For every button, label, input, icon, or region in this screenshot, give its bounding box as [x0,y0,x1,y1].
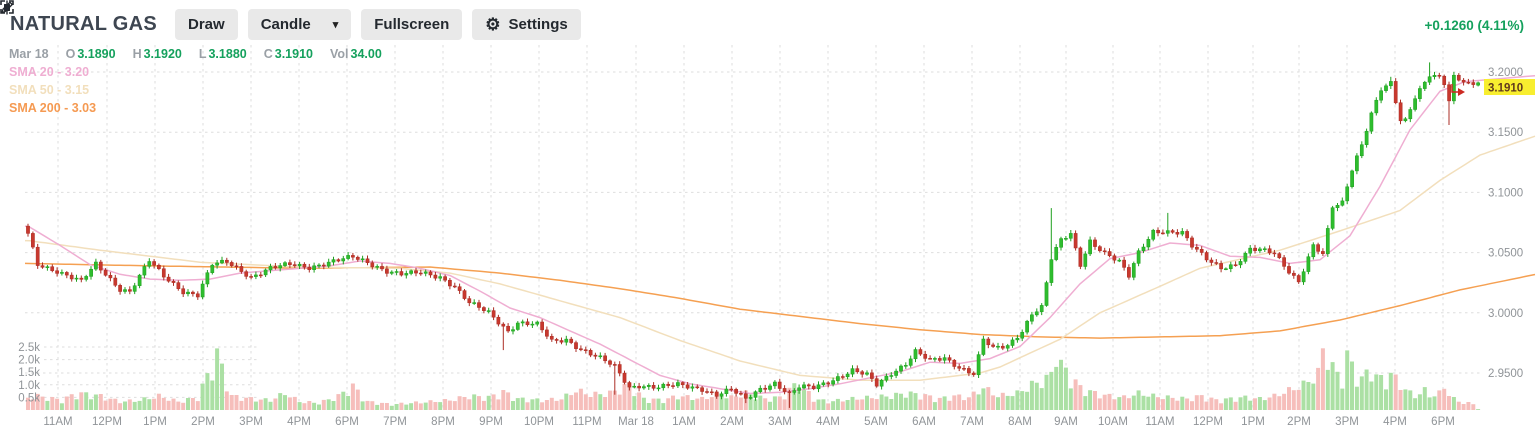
svg-text:12PM: 12PM [92,416,122,428]
svg-text:11AM: 11AM [1145,416,1174,428]
svg-text:4PM: 4PM [1383,416,1407,428]
svg-text:1PM: 1PM [143,416,167,428]
ohlc-readout: Mar 18 O 3.1890 H 3.1920 L 3.1880 C 3.1910 V… [9,47,382,61]
time-axis-labels: 11AM 12PM 1PM 2PM 3PM 4PM 6PM 7PM 8PM 9PM 10PM 11PM… [43,416,1454,428]
chart-legend: Mar 18 O 3.1890 H 3.1920 L 3.1880 C 3.1910 V… [9,47,382,115]
draw-button-label: Draw [188,15,225,33]
sma200-legend: SMA 200 - 3.03 [9,100,97,115]
volume-readout: Vol 34.00 [329,47,382,61]
svg-text:10AM: 10AM [1098,416,1128,428]
svg-text:7AM: 7AM [960,416,984,428]
svg-text:7PM: 7PM [383,416,407,428]
chevron-down-icon[interactable]: ▾ [332,18,339,31]
candle-type-button[interactable]: Candle ▾ [4,0,352,40]
svg-text:2PM: 2PM [1287,416,1311,428]
svg-text:8PM: 8PM [431,416,455,428]
gear-icon: ⚙ [485,14,501,34]
svg-text:10PM: 10PM [524,416,554,428]
settings-button-label: Settings [508,15,568,33]
svg-text:12PM: 12PM [1193,416,1223,428]
last-price-tag: 3.1910 [1484,79,1535,95]
svg-text:6AM: 6AM [912,416,936,428]
fullscreen-button-label: Fullscreen [374,15,450,33]
svg-text:4PM: 4PM [287,416,311,428]
svg-text:2.5k: 2.5k [18,342,40,354]
svg-text:3.0500: 3.0500 [1488,248,1523,260]
pencil-icon [0,1,14,14]
svg-text:1.5k: 1.5k [18,367,40,379]
sma20-legend: SMA 20 - 3.20 [9,64,90,79]
close-readout: C 3.1910 [263,47,313,61]
svg-text:2.9500: 2.9500 [1488,368,1523,380]
svg-text:3.1500: 3.1500 [1488,127,1523,139]
svg-text:6PM: 6PM [1431,416,1455,428]
svg-text:3.0000: 3.0000 [1488,308,1523,320]
svg-text:1PM: 1PM [1241,416,1265,428]
fullscreen-icon [0,0,14,14]
fullscreen-button[interactable]: Fullscreen [0,0,463,40]
svg-text:11PM: 11PM [572,416,601,428]
svg-text:Mar 18: Mar 18 [618,416,654,428]
sma50-line [24,135,1536,381]
svg-text:3AM: 3AM [768,416,792,428]
candle-icon [4,0,10,15]
open-readout: O 3.1890 [65,47,116,61]
svg-text:5AM: 5AM [864,416,888,428]
svg-text:3.1000: 3.1000 [1488,187,1523,199]
candles [26,62,1480,408]
toolbar: NATURAL GAS Draw Candle ▾ Fullscreen ⚙ S… [0,0,1536,44]
sma50-legend: SMA 50 - 3.15 [9,82,90,97]
svg-text:3.2000: 3.2000 [1488,67,1523,79]
volume-bars [26,348,1481,410]
svg-text:6PM: 6PM [335,416,359,428]
svg-text:2AM: 2AM [720,416,744,428]
vertical-gridlines [57,45,1444,410]
price-change: +0.1260 (4.11%) [1424,17,1524,33]
svg-text:0.5k: 0.5k [18,392,40,404]
svg-text:9AM: 9AM [1054,416,1078,428]
svg-text:3PM: 3PM [239,416,263,428]
price-marker-arrow [1451,84,1465,96]
price-gridlines [25,71,1483,374]
volume-axis-labels: 2.5k2.0k1.5k1.0k0.5k [18,342,40,404]
svg-text:3.1910: 3.1910 [1488,83,1523,95]
svg-text:11AM: 11AM [43,416,72,428]
draw-button[interactable]: Draw [0,1,238,40]
svg-text:9PM: 9PM [479,416,503,428]
price-axis-labels: 3.2000 3.1500 3.1000 3.0500 3.0000 2.9500 [1488,67,1523,380]
candle-type-label: Candle [260,15,311,33]
high-readout: H 3.1920 [132,47,182,61]
low-readout: L 3.1880 [198,47,247,61]
volume-gridlines [44,346,258,398]
svg-text:2PM: 2PM [191,416,215,428]
svg-text:1AM: 1AM [672,416,696,428]
svg-text:8AM: 8AM [1008,416,1032,428]
svg-text:1.0k: 1.0k [18,380,40,392]
svg-text:3PM: 3PM [1335,416,1359,428]
symbol-title: NATURAL GAS [10,12,158,35]
svg-text:2.0k: 2.0k [18,355,40,367]
legend-date: Mar 18 [9,47,49,61]
settings-button[interactable]: ⚙ Settings [472,8,581,40]
svg-text:4AM: 4AM [816,416,840,428]
